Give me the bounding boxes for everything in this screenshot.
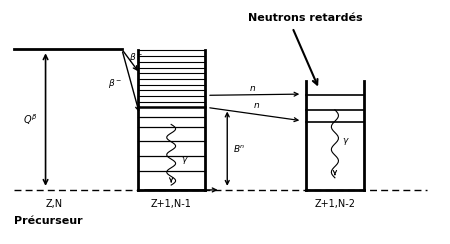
Text: n: n	[250, 83, 256, 92]
Text: $Q^{\beta}$: $Q^{\beta}$	[22, 112, 37, 127]
Text: $B^n$: $B^n$	[233, 143, 245, 154]
Text: $\gamma$: $\gamma$	[181, 155, 189, 166]
Text: $\beta^-$: $\beta^-$	[108, 77, 123, 90]
Text: Z+1,N-1: Z+1,N-1	[151, 200, 192, 210]
Text: Neutrons retardés: Neutrons retardés	[248, 13, 363, 23]
Text: Précurseur: Précurseur	[14, 216, 83, 226]
Text: n: n	[254, 101, 260, 110]
Text: Z+1,N-2: Z+1,N-2	[315, 200, 356, 210]
Text: Z,N: Z,N	[46, 200, 63, 210]
Text: $\gamma$: $\gamma$	[342, 136, 349, 147]
Text: $\beta^-$: $\beta^-$	[129, 51, 143, 64]
